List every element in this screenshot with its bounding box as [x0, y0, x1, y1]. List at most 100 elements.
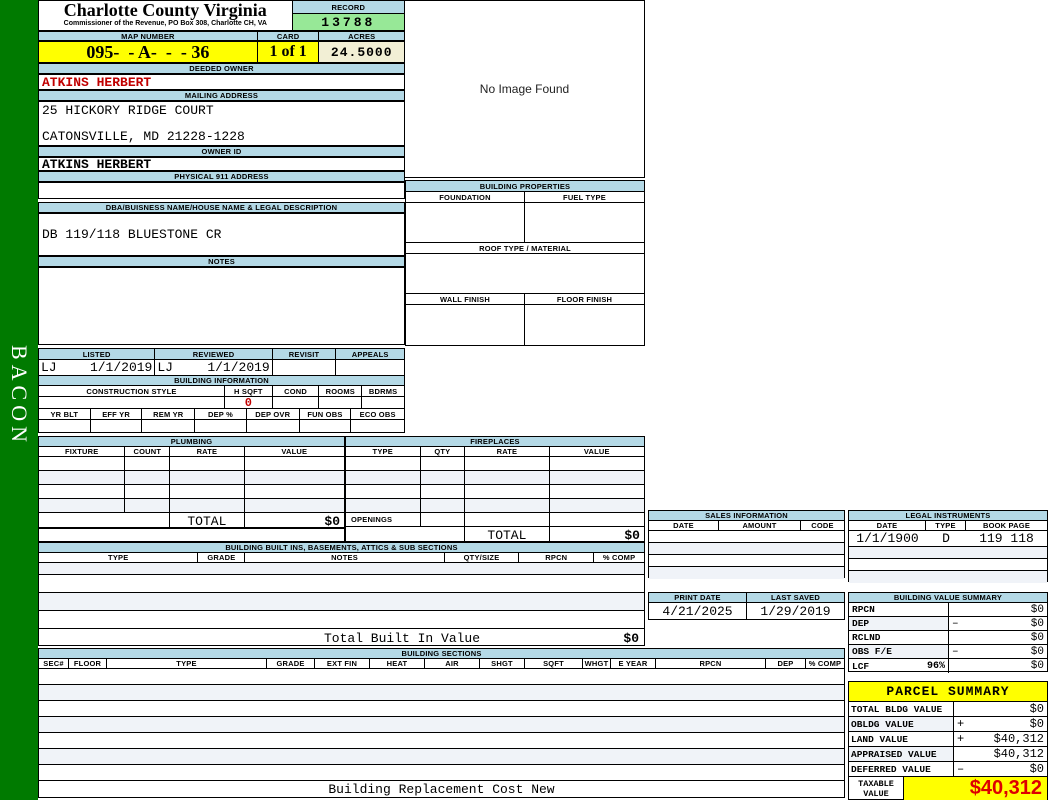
taxable-value: $40,312 [904, 777, 1047, 800]
notes-label: NOTES [38, 256, 405, 267]
bdrms-value [362, 397, 404, 408]
empty-row [649, 555, 844, 567]
empty-row [39, 749, 844, 765]
fireplaces-col-rate: RATE [465, 447, 550, 456]
map-values-row: 095- - A- - - 36 1 of 1 24.5000 [38, 41, 405, 63]
bvs-row: LCF 96% $0 [849, 659, 1047, 673]
bs-col-comp: % COMP [808, 659, 842, 668]
card-label: CARD [257, 32, 320, 40]
bdrms-label: BDRMS [368, 386, 398, 396]
last-saved-value: 1/29/2019 [760, 603, 831, 619]
bvs-label: OBS F/E [852, 646, 892, 657]
h-sqft-label: H SQFT [225, 386, 273, 396]
fuel-type-label: FUEL TYPE [563, 192, 606, 202]
bs-col-grade: GRADE [267, 659, 315, 668]
no-image-message: No Image Found [479, 82, 570, 96]
legal-col-type: TYPE [926, 521, 966, 530]
plumbing-total-row: TOTAL $0 [39, 513, 344, 529]
bs-col-sqft: SQFT [525, 659, 583, 668]
parcel-label: APPRAISED VALUE [849, 747, 954, 761]
floor-finish-label: FLOOR FINISH [556, 294, 613, 304]
owner-id-value: ATKINS HERBERT [42, 158, 152, 170]
rooms-value [319, 397, 363, 408]
table-row [346, 485, 644, 499]
bs-col-dep: DEP [766, 659, 806, 668]
building-sections-footer: Building Replacement Cost New [328, 781, 555, 797]
empty-row [649, 543, 844, 555]
print-date-value: 4/21/2025 [649, 603, 747, 619]
parcel-op: + [957, 732, 965, 746]
yr-blt-label: YR BLT [39, 409, 91, 419]
legal-col-bookpage: BOOK PAGE [982, 521, 1031, 530]
acres-label: ACRES [319, 32, 404, 40]
sales-title: SALES INFORMATION [649, 511, 844, 521]
fun-obs-label: FUN OBS [300, 409, 352, 419]
fireplaces-total-label: TOTAL [465, 527, 550, 543]
parcel-value: $40,312 [993, 732, 1044, 746]
plumbing-col-rate: RATE [170, 447, 245, 456]
built-ins-total-value: $0 [623, 630, 639, 646]
empty-row [849, 547, 1047, 559]
parcel-summary: PARCEL SUMMARY TOTAL BLDG VALUE $0 OBLDG… [848, 681, 1048, 800]
rooms-label: ROOMS [319, 386, 363, 396]
parcel-value: $40,312 [993, 747, 1044, 761]
parcel-label: LAND VALUE [849, 732, 954, 746]
building-information-title: BUILDING INFORMATION [39, 376, 404, 386]
plumbing-table: PLUMBING FIXTURE COUNT RATE VALUE TOTAL … [38, 436, 345, 529]
acres-value: 24.5000 [319, 42, 404, 62]
parcel-label: DEFERRED VALUE [849, 762, 954, 776]
image-panel: No Image Found [404, 0, 645, 178]
bvs-row: OBS F/E – $0 [849, 645, 1047, 659]
empty-row [39, 563, 644, 575]
dep-pct-label: DEP % [195, 409, 247, 419]
building-information: BUILDING INFORMATION CONSTRUCTION STYLE … [38, 375, 405, 433]
building-sections-title: BUILDING SECTIONS [39, 649, 844, 659]
building-properties: BUILDING PROPERTIES FOUNDATION FUEL TYPE… [405, 180, 645, 346]
empty-row [39, 765, 844, 781]
built-ins-title: BUILDING BUILT INS, BASEMENTS, ATTICS & … [39, 543, 644, 553]
eff-yr-label: EFF YR [91, 409, 143, 419]
deeded-owner-box: ATKINS HERBERT [38, 74, 405, 90]
bs-col-heat: HEAT [370, 659, 425, 668]
page-title: Charlotte County Virginia [63, 1, 267, 20]
cond-label: COND [273, 386, 320, 396]
owner-id-box: ATKINS HERBERT [38, 157, 405, 171]
bs-col-rpcn: RPCN [656, 659, 766, 668]
parcel-row: OBLDG VALUE + $0 [849, 717, 1047, 732]
notes-box [38, 267, 405, 345]
bs-col-type: TYPE [107, 659, 267, 668]
appeals-value [336, 360, 404, 375]
dep-ovr-label: DEP OVR [247, 409, 300, 419]
map-header-row: MAP NUMBER CARD ACRES [38, 31, 405, 41]
built-ins-col-type: TYPE [39, 553, 199, 562]
dba-label: DBA/BUISNESS NAME/HOUSE NAME & LEGAL DES… [38, 202, 405, 213]
fireplaces-col-qty: QTY [421, 447, 466, 456]
foundation-value [406, 203, 525, 242]
bvs-value: $0 [1030, 631, 1044, 644]
built-ins-col-notes: NOTES [245, 553, 445, 562]
floor-finish-value [525, 305, 644, 345]
empty-row [39, 575, 644, 593]
mailing-line1: 25 HICKORY RIDGE COURT [42, 103, 214, 118]
sales-col-amount: AMOUNT [719, 521, 801, 530]
built-ins-col-rpcn: RPCN [519, 553, 595, 562]
revisit-value [273, 360, 337, 375]
empty-row [39, 685, 844, 701]
table-row [346, 499, 644, 513]
bvs-label: DEP [852, 618, 870, 629]
empty-row [649, 567, 844, 579]
owner-id-label: OWNER ID [38, 146, 405, 157]
parcel-row: DEFERRED VALUE – $0 [849, 762, 1047, 777]
fireplaces-col-value: VALUE [583, 447, 610, 456]
legal-row: 1/1/1900 D 119 118 [849, 531, 1047, 547]
reviewed-by: LJ [157, 360, 173, 375]
built-ins-col-qty-size: QTY/SIZE [445, 553, 520, 562]
bs-col-whgt: WHGT [583, 659, 611, 668]
bvs-row: DEP – $0 [849, 617, 1047, 631]
revisit-label: REVISIT [272, 349, 337, 359]
commissioner-line: Commissioner of the Revenue, PO Box 308,… [63, 20, 267, 27]
parcel-value: $0 [1029, 702, 1044, 716]
parcel-value: $0 [1029, 762, 1044, 776]
empty-row [39, 701, 844, 717]
